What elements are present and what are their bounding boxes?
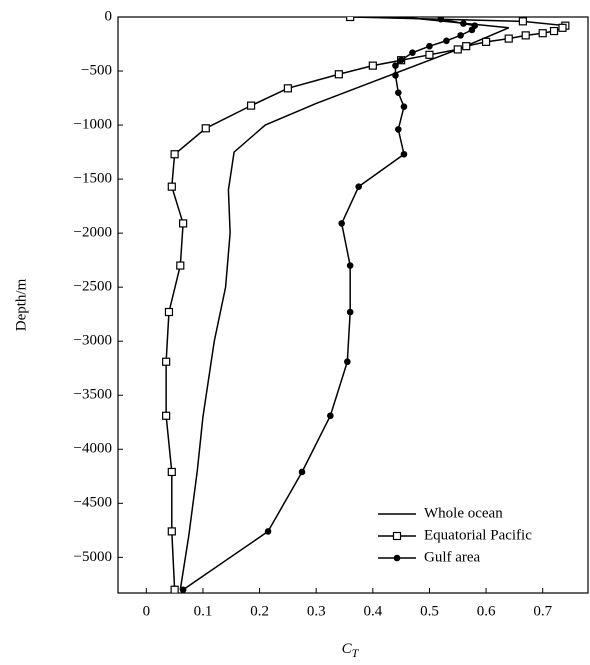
circle-marker — [392, 72, 399, 79]
circle-marker — [397, 56, 405, 64]
square-marker — [246, 101, 256, 110]
circle-marker — [426, 42, 433, 50]
circle-marker — [392, 62, 399, 69]
square-marker — [346, 17, 355, 22]
circle-marker — [395, 89, 402, 96]
plot-area — [162, 17, 570, 593]
square-marker — [462, 42, 471, 51]
square-marker — [453, 45, 462, 54]
y-tick-label: −5000 — [74, 549, 112, 565]
y-tick-label: −2500 — [74, 279, 112, 295]
legend-marker — [393, 554, 401, 562]
square-marker — [162, 357, 171, 366]
square-marker — [368, 61, 377, 70]
square-marker — [538, 29, 547, 38]
x-tick-label: 0 — [143, 603, 151, 619]
circle-marker — [346, 308, 354, 316]
y-tick-label: −500 — [81, 62, 112, 78]
circle-marker — [346, 262, 354, 269]
y-tick-label: −3000 — [74, 333, 112, 349]
legend-label: Gulf area — [424, 549, 481, 565]
y-tick-label: −4500 — [74, 495, 112, 511]
circle-marker — [457, 32, 464, 39]
x-tick-label: 0.7 — [533, 603, 552, 619]
y-tick-label: −3500 — [74, 387, 112, 403]
circle-marker — [344, 358, 351, 366]
circle-marker — [338, 220, 345, 227]
series-line — [179, 17, 510, 590]
y-axis-label: Depth/m — [13, 278, 29, 331]
circle-marker — [400, 103, 408, 110]
square-marker — [521, 31, 530, 40]
square-marker — [176, 261, 185, 270]
square-marker — [167, 467, 176, 477]
circle-marker — [443, 37, 450, 45]
x-tick-label: 0.6 — [477, 603, 496, 619]
x-tick-label: 0.2 — [250, 603, 269, 619]
square-marker — [162, 411, 171, 420]
x-tick-label: 0.5 — [420, 603, 439, 619]
legend-label: Whole ocean — [424, 505, 503, 521]
square-marker — [425, 50, 434, 59]
square-marker — [558, 23, 567, 32]
x-axis-label: CT — [342, 641, 360, 659]
legend-label: Equatorial Pacific — [424, 527, 532, 543]
square-marker — [481, 37, 491, 46]
circle-marker — [400, 150, 408, 158]
square-marker — [167, 527, 176, 536]
x-tick-label: 0.4 — [363, 603, 382, 619]
circle-marker — [409, 49, 416, 56]
circle-marker — [437, 17, 445, 23]
series-line — [182, 18, 476, 591]
square-marker — [164, 307, 174, 317]
square-marker — [167, 182, 176, 191]
x-axis-label-base: C — [342, 641, 353, 657]
square-marker — [334, 70, 343, 79]
circle-marker — [468, 26, 476, 34]
square-marker — [504, 34, 513, 43]
y-tick-label: −1000 — [74, 117, 112, 133]
circle-marker — [460, 20, 467, 27]
x-tick-label: 0.3 — [307, 603, 326, 619]
plot-frame — [117, 16, 589, 594]
y-tick-label: 0 — [105, 8, 113, 24]
square-marker — [549, 26, 559, 36]
y-tick-label: −2000 — [74, 225, 112, 241]
square-marker — [283, 84, 292, 93]
x-axis-label-sub: T — [352, 646, 360, 660]
square-marker — [201, 124, 210, 133]
y-tick-label: −4000 — [74, 441, 112, 457]
circle-marker — [298, 468, 306, 476]
square-marker — [518, 17, 527, 26]
circle-marker — [395, 126, 402, 133]
legend-marker — [392, 531, 402, 541]
circle-marker — [179, 586, 187, 593]
circle-marker — [264, 528, 272, 535]
y-tick-label: −1500 — [74, 171, 112, 187]
square-marker — [170, 585, 179, 593]
series-line — [165, 17, 568, 590]
x-tick-label: 0.1 — [194, 603, 213, 619]
circle-marker — [327, 412, 334, 420]
square-marker — [179, 219, 188, 228]
square-marker — [170, 150, 179, 159]
circle-marker — [355, 183, 362, 190]
